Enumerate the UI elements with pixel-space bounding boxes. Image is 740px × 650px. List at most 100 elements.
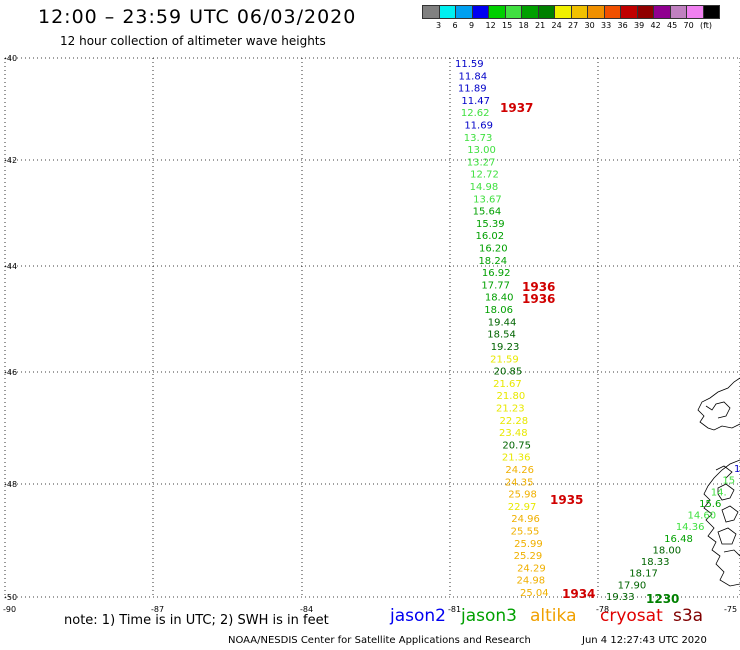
wave-height-label: 24.26 [505,465,534,476]
lon-label: -90 [3,605,16,614]
wave-height-label: 16.20 [479,244,508,255]
wave-height-label: 19.23 [491,342,520,353]
wave-height-label: 13.73 [464,133,493,144]
legend-label: 30 [584,21,595,30]
wave-height-label: 11.89 [458,84,487,95]
color-legend [422,5,720,19]
lon-label: -78 [596,605,609,614]
legend-label: 12 [485,21,496,30]
wave-height-label: 15.64 [473,207,502,218]
legend-label: 33 [601,21,612,30]
legend-altika: altika [530,606,577,626]
wave-height-label: 25.55 [511,526,540,537]
wave-height-label: 14.36 [676,522,705,533]
legend-label: 27 [568,21,579,30]
lon-label: -81 [448,605,461,614]
wave-height-label: 18.06 [484,305,513,316]
lat-label: -48 [4,480,17,489]
wave-height-label: 15 [722,476,735,487]
pass-time-label: 1935 [550,493,583,507]
wave-height-label: 12.62 [461,108,490,119]
s3a-track: 19.3317.9018.1718.3318.0016.4814.3614.60… [606,464,740,603]
legend-label: (ft) [700,21,713,30]
pass-time-label: 1936 [522,280,555,294]
wave-height-label: 11.59 [455,59,484,70]
legend-label: 3 [436,21,442,30]
wave-height-label: 21.23 [496,403,525,414]
legend-label: 15 [502,21,513,30]
wave-height-label: 24.29 [517,563,546,574]
wave-height-label: 18.33 [641,557,670,568]
wave-height-label: 20.75 [502,440,531,451]
wave-height-label: 14.98 [470,182,499,193]
legend-label: 9 [469,21,475,30]
lat-label: -40 [4,54,17,63]
page-title: 12:00 – 23:59 UTC 06/03/2020 [38,6,357,28]
wave-height-label: 15.6 [699,499,721,510]
legend-label: 24 [551,21,562,30]
coastline [697,377,740,587]
wave-height-label: 11.47 [461,96,490,107]
wave-height-label: 24.98 [517,576,546,587]
wave-height-label: 21.36 [502,453,531,464]
wave-height-label: 25.98 [508,490,537,501]
wave-height-label: 16.02 [476,231,505,242]
legend-swatch [702,5,720,19]
pass-time-label: 1937 [500,101,533,115]
wave-height-label: 19.44 [488,317,517,328]
wave-height-label: 18.24 [478,256,507,267]
wave-height-label: 16.92 [482,268,511,279]
pass-time-label: 1230 [646,592,679,606]
wave-height-label: 22.97 [508,502,537,513]
wave-height-label: 24.96 [511,514,540,525]
legend-label: 18 [518,21,529,30]
wave-height-label: 14. [711,487,727,498]
legend-label: 39 [634,21,645,30]
legend-label: 6 [452,21,458,30]
map-grid [4,57,740,598]
wave-height-label: 14.60 [687,511,716,522]
credit-text: NOAA/NESDIS Center for Satellite Applica… [228,635,531,646]
wave-height-label: 16.48 [664,534,693,545]
lon-label: -87 [151,605,164,614]
wave-height-label: 21.80 [497,391,526,402]
timestamp-text: Jun 4 12:27:43 UTC 2020 [582,635,707,646]
wave-height-label: 13.27 [467,157,496,168]
wave-height-label: 17.90 [618,580,647,591]
wave-height-label: 24.35 [505,477,534,488]
pass-time-label: 1936 [522,292,555,306]
wave-height-label: 15 [734,464,740,475]
wave-height-label: 11.84 [458,71,487,82]
wave-height-label: 22.28 [499,416,528,427]
wave-height-label: 18.54 [487,330,516,341]
note-text: note: 1) Time is in UTC; 2) SWH is in fe… [64,613,329,628]
lon-label: -84 [300,605,313,614]
legend-label: 42 [650,21,661,30]
lat-label: -46 [4,368,17,377]
pass-time-label: 1934 [562,587,595,601]
wave-height-label: 25.99 [514,539,543,550]
wave-height-label: 19.33 [606,592,635,603]
lat-label: -50 [4,593,17,602]
wave-height-label: 13.67 [473,194,502,205]
legend-jason2: jason2 [390,606,446,626]
legend-label: 45 [667,21,678,30]
wave-height-label: 23.48 [499,428,528,439]
lat-label: -42 [4,156,17,165]
wave-height-label: 13.00 [467,145,496,156]
wave-height-label: 25.04 [520,588,549,599]
wave-height-label: 15.39 [476,219,505,230]
legend-cryosat: cryosat [600,606,663,626]
wave-height-label: 18.40 [485,293,514,304]
wave-height-label: 17.77 [481,280,510,291]
wave-height-label: 18.17 [629,569,658,580]
wave-height-label: 21.59 [490,354,519,365]
legend-jason3: jason3 [461,606,517,626]
wave-height-label: 12.72 [470,170,499,181]
legend-label: 21 [535,21,546,30]
wave-height-label: 25.29 [514,551,543,562]
page-subtitle: 12 hour collection of altimeter wave hei… [60,34,326,48]
